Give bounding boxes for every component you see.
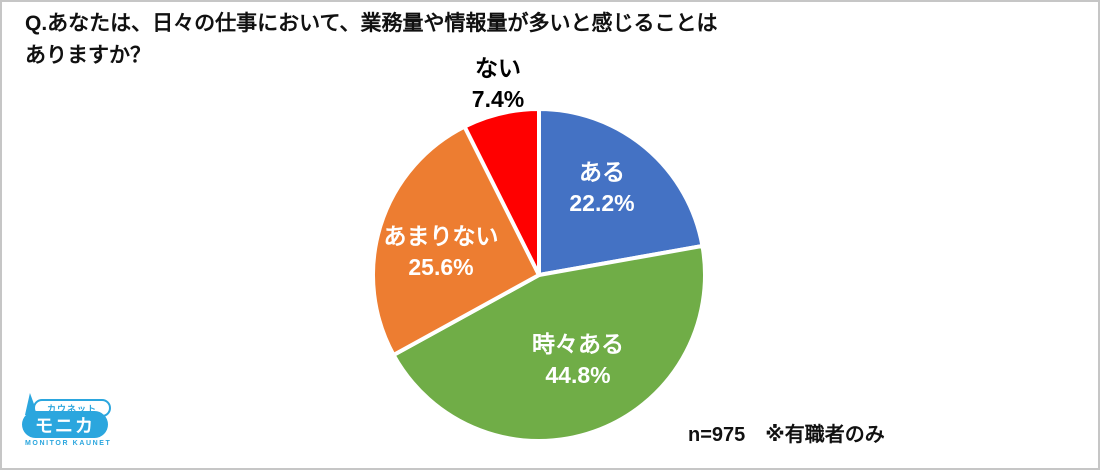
pie-label-name-2: 時々ある xyxy=(532,331,624,357)
pie-chart: ある 22.2% 時々ある 44.8% あまりない 25.6% ない 7.4% xyxy=(371,55,707,443)
logo-sub-label: MONITOR KAUNET xyxy=(25,440,112,447)
pie-label-name-4: ない xyxy=(475,55,521,81)
pie-label-percent-4: 7.4% xyxy=(472,86,524,112)
question-title-line2: ありますか？ xyxy=(25,44,151,67)
logo-main-label: モニカ xyxy=(22,411,108,438)
pie-slice-2 xyxy=(391,243,707,443)
pie-slice-4 xyxy=(462,107,541,277)
pie-slice-3 xyxy=(371,124,541,357)
pie-label-percent-1: 22.2% xyxy=(569,190,634,216)
pie-label-name-3: あまりない xyxy=(384,223,499,249)
pie-label-name-1: ある xyxy=(579,159,625,185)
question-title-line1: Q.あなたは、日々の仕事において、業務量や情報量が多いと感じることは xyxy=(25,12,718,35)
monitor-kaunet-logo: カウネット モニカ MONITOR KAUNET xyxy=(22,391,118,451)
sample-size-note: n=975 ※有職者のみ xyxy=(688,424,885,446)
pie-slice-1 xyxy=(537,107,705,277)
pie-label-percent-2: 44.8% xyxy=(545,362,610,388)
pie-label-percent-3: 25.6% xyxy=(408,254,473,280)
question-title: Q.あなたは、日々の仕事において、業務量や情報量が多いと感じることは ありますか… xyxy=(25,8,805,72)
